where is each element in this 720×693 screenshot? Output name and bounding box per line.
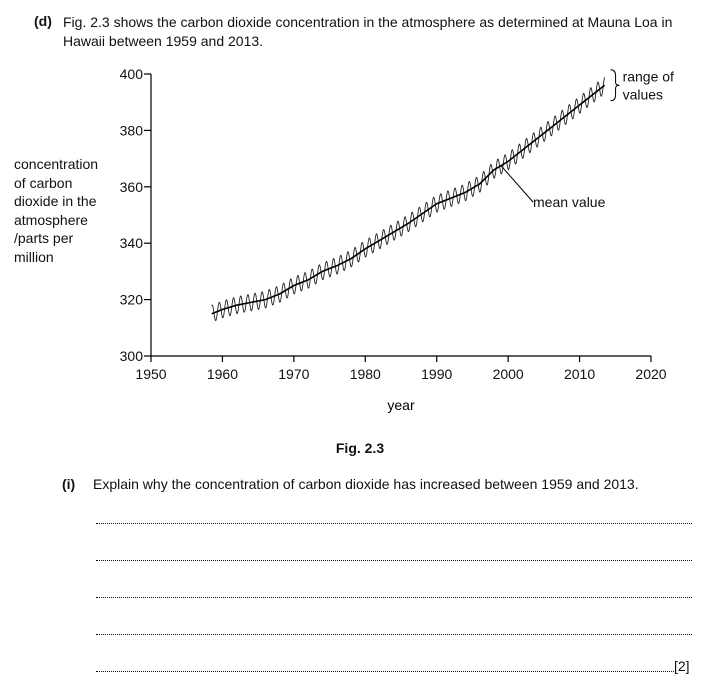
x-tick-label: 1980 (350, 366, 381, 382)
co2-chart: 300 320 340 360 380 400 1950 1960 1970 1980 1990 20… (120, 66, 674, 413)
x-tick-label: 2000 (493, 366, 524, 382)
mean-value-line (211, 84, 606, 315)
y-tick-label: 380 (120, 122, 144, 138)
x-tick-label: 2020 (635, 366, 666, 382)
y-tick-label: 360 (120, 179, 144, 195)
answer-line-2[interactable] (96, 560, 692, 561)
x-tick-label: 1970 (278, 366, 309, 382)
chart-x-axis-label: year (387, 397, 415, 413)
chart-y-axis-label: concentration of carbon dioxide in the a… (14, 156, 99, 265)
chart-annotations: range of values mean value (500, 68, 674, 210)
y-tick-label: 340 (120, 235, 144, 251)
chart-axes (150, 74, 651, 357)
answer-line-1[interactable] (96, 523, 692, 524)
mean-value-pointer (500, 165, 534, 203)
question-part-label: (d) (34, 13, 52, 29)
range-of-values-line (211, 77, 606, 322)
marks-label: [2] (674, 658, 690, 674)
range-brace (610, 69, 620, 102)
chart-ticks: 300 320 340 360 380 400 1950 1960 1970 1980 1990 20… (120, 66, 667, 382)
x-tick-label: 1960 (207, 366, 238, 382)
range-of-values-label: range of values (623, 68, 674, 102)
answer-line-3[interactable] (96, 597, 692, 598)
x-tick-label: 1950 (135, 366, 166, 382)
answer-line-4[interactable] (96, 634, 692, 635)
mean-value-label: mean value (533, 194, 606, 210)
y-tick-label: 320 (120, 292, 144, 308)
x-tick-label: 2010 (564, 366, 595, 382)
question-intro-text: Fig. 2.3 shows the carbon dioxide concen… (63, 14, 673, 49)
x-tick-label: 1990 (421, 366, 452, 382)
answer-line-5[interactable] (96, 671, 674, 672)
y-tick-label: 300 (120, 348, 144, 364)
subpart-question-text: Explain why the concentration of carbon … (93, 476, 639, 492)
y-tick-label: 400 (120, 66, 144, 82)
subpart-label: (i) (62, 476, 76, 492)
figure-caption: Fig. 2.3 (335, 440, 385, 456)
